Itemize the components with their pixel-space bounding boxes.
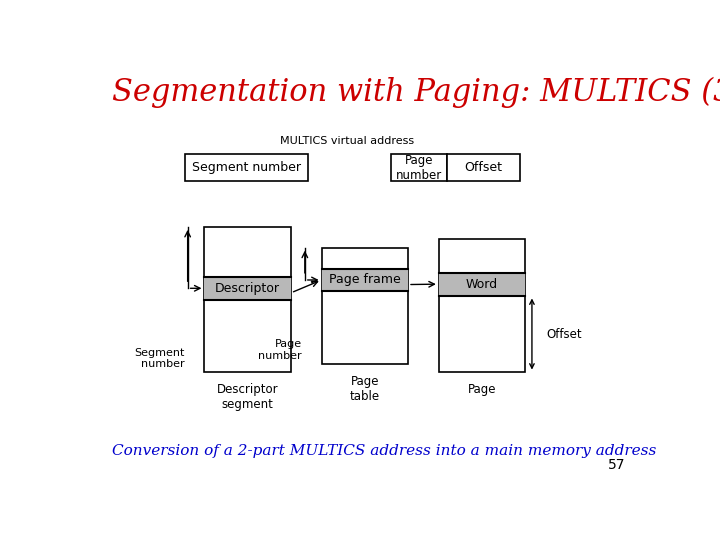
Text: Page: Page	[468, 383, 496, 396]
Text: Descriptor
segment: Descriptor segment	[217, 383, 279, 411]
Text: Page frame: Page frame	[329, 273, 401, 287]
Bar	[185, 154, 307, 181]
Text: Offset: Offset	[546, 328, 582, 341]
Bar	[204, 277, 291, 300]
Bar	[447, 154, 520, 181]
Text: Page
number: Page number	[258, 339, 302, 361]
Text: Page
table: Page table	[350, 375, 380, 403]
Text: Offset: Offset	[464, 161, 503, 174]
Bar	[392, 154, 447, 181]
Text: Conversion of a 2-part MULTICS address into a main memory address: Conversion of a 2-part MULTICS address i…	[112, 444, 657, 458]
Text: MULTICS virtual address: MULTICS virtual address	[279, 136, 414, 146]
Text: Descriptor: Descriptor	[215, 282, 280, 295]
Bar	[322, 248, 408, 364]
Text: Segment number: Segment number	[192, 161, 301, 174]
Text: Segmentation with Paging: MULTICS (3): Segmentation with Paging: MULTICS (3)	[112, 77, 720, 109]
Text: Page
number: Page number	[396, 154, 442, 182]
Text: Word: Word	[466, 278, 498, 291]
Bar	[322, 268, 408, 292]
Text: 57: 57	[608, 458, 626, 472]
Text: Segment
number: Segment number	[135, 348, 185, 369]
Bar	[204, 227, 291, 373]
Bar	[438, 239, 526, 373]
Bar	[438, 273, 526, 295]
